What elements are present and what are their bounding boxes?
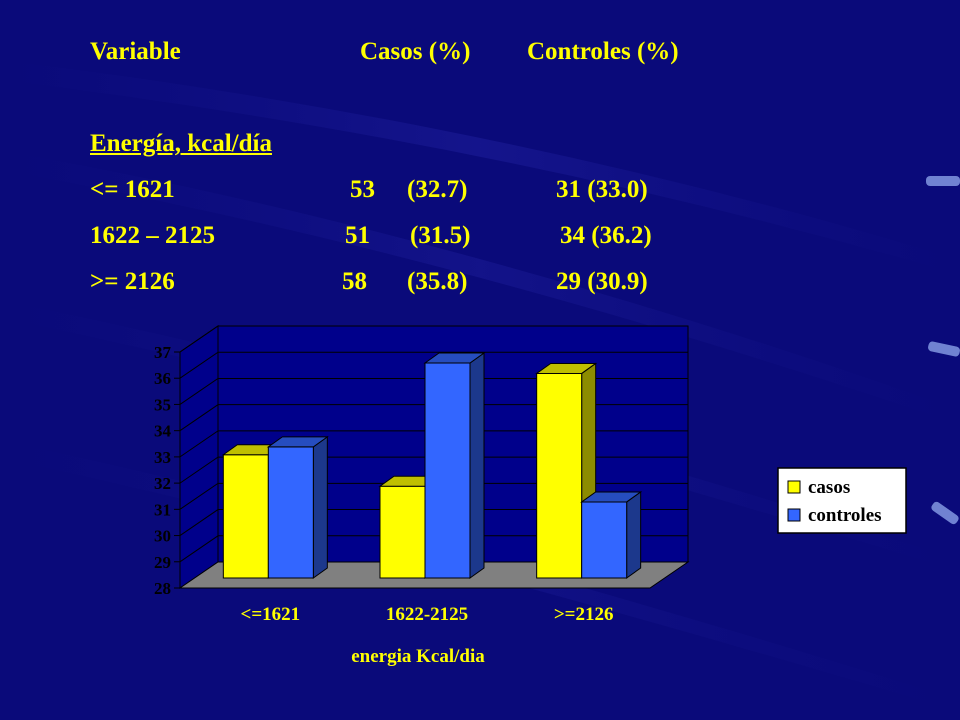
gridline [179,351,688,379]
bar-casos [222,454,269,579]
gridline [179,377,688,405]
row-controles: 29 (30.9) [556,268,648,295]
y-tick-label: 36 [154,369,171,388]
x-tick-label: >=2126 [554,604,614,625]
row-controles: 34 (36.2) [560,222,652,249]
legend-label: casos [808,477,850,498]
y-tick-label: 28 [154,579,171,598]
row-casos-pct: (35.8) [407,268,468,295]
row-label: <= 1621 [90,176,175,203]
bar-top [535,362,598,374]
row-label: 1622 – 2125 [90,222,215,249]
gridline [179,509,688,536]
y-tick-label: 37 [154,343,172,362]
gridline [179,482,688,510]
section-title: Energía, kcal/día [90,130,272,157]
header-controles: Controles (%) [527,38,679,65]
row-controles: 31 (33.0) [556,176,648,203]
legend-box [777,467,907,534]
y-tick-label: 33 [154,448,171,467]
bar-side [626,490,642,579]
x-tick-label: 1622-2125 [386,604,468,625]
gridline [179,325,688,353]
gridline [179,404,688,432]
gridline [179,535,688,563]
row-casos-n: 53 [350,176,375,203]
row-casos-n: 58 [342,268,367,295]
y-tick-label: 34 [154,422,172,441]
gridline [179,456,688,484]
y-tick-label: 31 [154,500,171,519]
gridline [179,430,688,458]
bar-top [266,436,329,448]
row-label: >= 2126 [90,268,175,295]
bar-controles [424,362,471,579]
bar-side [469,352,485,579]
legend-swatch [787,480,801,494]
legend-swatch [787,508,801,522]
legend-label: controles [808,505,882,526]
y-tick-label: 29 [154,553,171,572]
bar-controles [267,446,314,579]
bar-casos [379,485,426,579]
row-casos-pct: (31.5) [410,222,471,249]
header-casos: Casos (%) [360,38,471,65]
bar-top [580,491,643,503]
row-casos-pct: (32.7) [407,176,468,203]
bar-side [312,435,328,579]
bar-controles [581,501,628,579]
x-tick-label: <=1621 [241,604,301,625]
y-tick-label: 30 [154,527,171,546]
bar-top [423,352,486,364]
y-tick-label: 32 [154,474,171,493]
header-variable: Variable [90,38,181,65]
y-tick-label: 35 [154,395,171,414]
row-casos-n: 51 [345,222,370,249]
x-axis-label: energia Kcal/dia [351,646,485,667]
bar-casos [536,372,583,579]
